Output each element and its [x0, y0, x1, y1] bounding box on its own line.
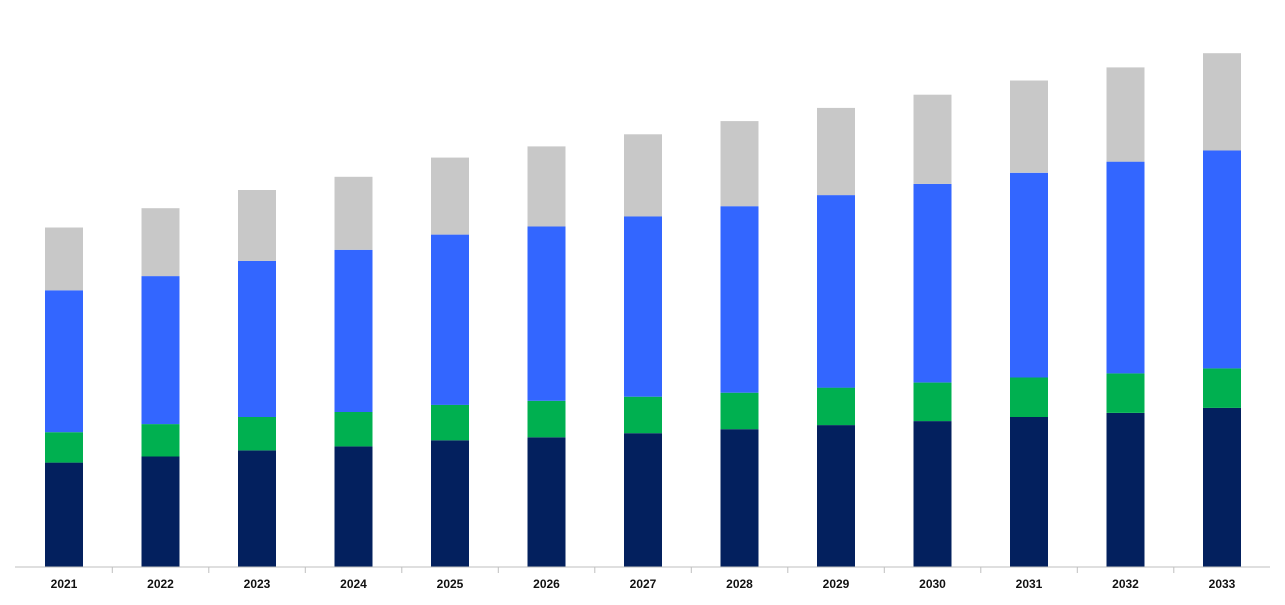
bar-segment-2033-series-4 — [1203, 53, 1241, 151]
bar-segment-2030-series-2 — [913, 382, 952, 422]
x-tick-label-2028: 2028 — [726, 577, 753, 591]
bar-segment-2029-series-2 — [817, 387, 855, 426]
bar-segment-2033-series-3 — [1203, 150, 1241, 369]
x-tick-label-2029: 2029 — [823, 577, 850, 591]
bar-segment-2023-series-1 — [238, 450, 276, 567]
bars-layer — [45, 53, 1241, 567]
bar-segment-2028-series-1 — [720, 429, 759, 567]
x-tick-label-2023: 2023 — [244, 577, 271, 591]
bar-segment-2027-series-3 — [624, 216, 662, 397]
bar-segment-2032-series-2 — [1106, 373, 1145, 413]
bar-segment-2024-series-2 — [334, 411, 373, 447]
bar-segment-2021-series-2 — [45, 432, 83, 463]
bar-segment-2026-series-3 — [527, 226, 566, 401]
x-tick-label-2026: 2026 — [533, 577, 560, 591]
x-tick-label-2025: 2025 — [437, 577, 464, 591]
x-tick-labels-layer: 2021 2022 2023 2024 2025 2026 2027 2028 2029 2030… — [51, 577, 1236, 591]
bar-segment-2033-series-2 — [1203, 368, 1241, 408]
bar-segment-2031-series-2 — [1010, 377, 1048, 417]
bar-segment-2030-series-3 — [913, 183, 952, 383]
bar-segment-2031-series-3 — [1010, 172, 1048, 378]
x-tick-label-2032: 2032 — [1112, 577, 1139, 591]
x-tick-label-2021: 2021 — [51, 577, 78, 591]
x-tick-label-2024: 2024 — [340, 577, 367, 591]
x-ticks-layer — [111, 567, 1175, 573]
x-tick-label-2031: 2031 — [1016, 577, 1043, 591]
bar-segment-2029-series-3 — [817, 195, 855, 388]
x-tick-label-2033: 2033 — [1209, 577, 1236, 591]
bar-segment-2028-series-2 — [720, 392, 759, 430]
x-tick-label-2022: 2022 — [147, 577, 174, 591]
bar-segment-2027-series-4 — [624, 134, 662, 217]
bar-segment-2023-series-3 — [238, 260, 276, 417]
bar-segment-2022-series-2 — [141, 424, 180, 457]
bar-segment-2027-series-1 — [624, 433, 662, 567]
bar-segment-2022-series-4 — [141, 208, 180, 277]
bar-segment-2027-series-2 — [624, 396, 662, 434]
bar-segment-2022-series-3 — [141, 276, 180, 425]
bar-segment-2029-series-4 — [817, 107, 855, 196]
bar-segment-2033-series-1 — [1203, 407, 1241, 567]
bar-segment-2025-series-2 — [431, 404, 469, 441]
bar-segment-2032-series-1 — [1106, 413, 1145, 567]
bar-segment-2028-series-3 — [720, 206, 759, 393]
bar-segment-2032-series-3 — [1106, 161, 1145, 374]
bar-segment-2028-series-4 — [720, 121, 759, 207]
bar-segment-2025-series-3 — [431, 234, 469, 405]
bar-segment-2021-series-1 — [45, 462, 83, 567]
bar-segment-2026-series-2 — [527, 400, 566, 438]
bar-segment-2024-series-3 — [334, 249, 373, 412]
bar-segment-2024-series-1 — [334, 446, 373, 567]
bar-segment-2021-series-3 — [45, 290, 83, 433]
bar-segment-2026-series-1 — [527, 437, 566, 567]
bar-segment-2030-series-4 — [913, 94, 952, 184]
bar-segment-2026-series-4 — [527, 146, 566, 227]
bar-segment-2021-series-4 — [45, 227, 83, 291]
bar-segment-2023-series-4 — [238, 190, 276, 261]
bar-segment-2025-series-4 — [431, 157, 469, 235]
bar-segment-2031-series-1 — [1010, 417, 1048, 567]
x-tick-label-2030: 2030 — [919, 577, 946, 591]
bar-segment-2024-series-4 — [334, 176, 373, 250]
bar-segment-2031-series-4 — [1010, 80, 1048, 173]
bar-segment-2030-series-1 — [913, 421, 952, 567]
bar-segment-2022-series-1 — [141, 456, 180, 567]
x-tick-label-2027: 2027 — [630, 577, 657, 591]
bar-segment-2023-series-2 — [238, 417, 276, 451]
bar-segment-2032-series-4 — [1106, 67, 1145, 162]
bar-segment-2029-series-1 — [817, 425, 855, 567]
bar-segment-2025-series-1 — [431, 440, 469, 567]
